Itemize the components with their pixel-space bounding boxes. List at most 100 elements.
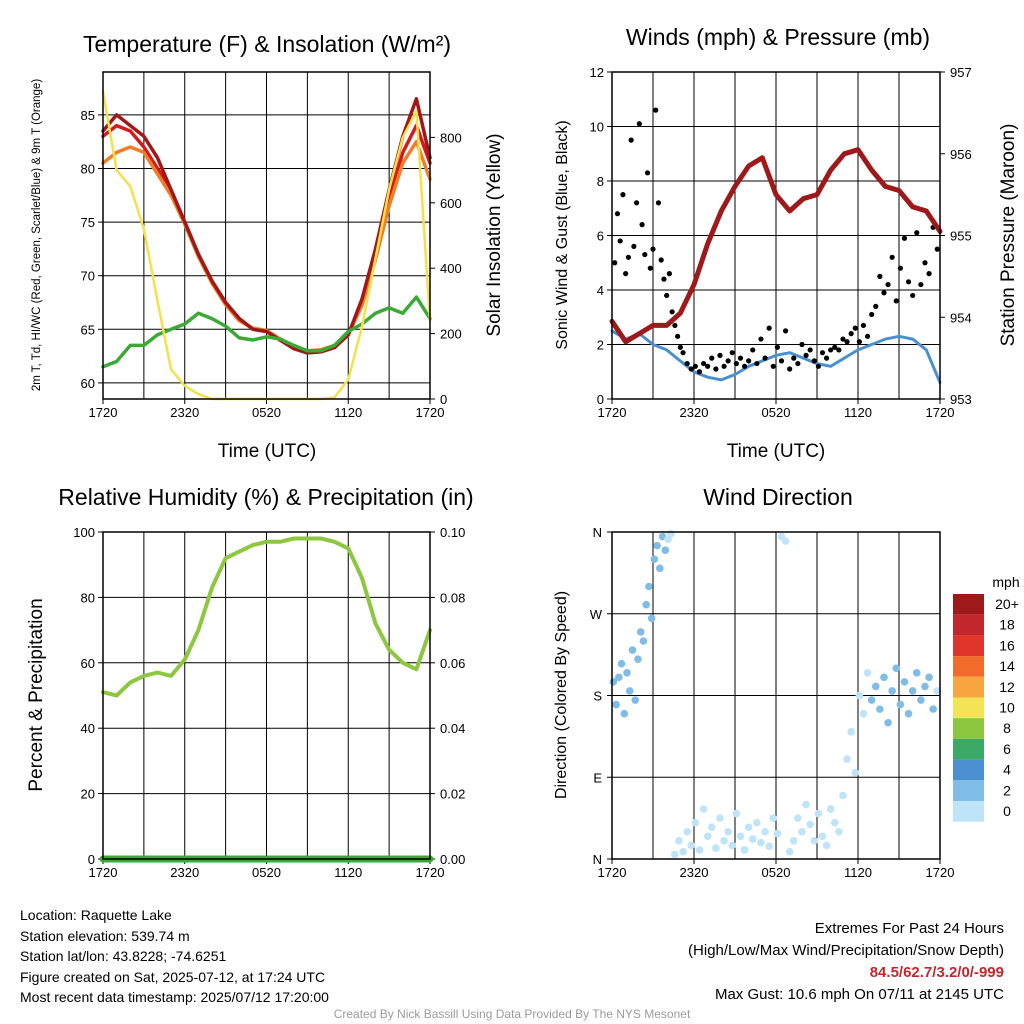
gust-point <box>725 358 731 364</box>
direction-point <box>929 705 937 713</box>
direction-point <box>806 820 814 829</box>
direction-point <box>645 582 653 591</box>
gust-point <box>675 333 681 339</box>
legend-label: 8 <box>1003 720 1011 736</box>
direction-point <box>843 755 851 763</box>
gust-point <box>717 352 723 358</box>
direction-point <box>908 687 917 695</box>
y-tick-label-right: 955 <box>950 229 972 244</box>
gust-point <box>905 279 912 285</box>
gust-point <box>612 260 618 266</box>
direction-point <box>703 832 712 841</box>
y-tick-label: 85 <box>81 108 95 123</box>
x-tick-label: 2320 <box>680 405 709 420</box>
chart-title: Wind Direction <box>703 484 853 510</box>
x-tick-label: 1720 <box>89 405 118 420</box>
y-tick-label: N <box>593 852 602 867</box>
gust-point <box>844 339 850 345</box>
gust-point <box>828 347 834 353</box>
gust-point <box>733 360 739 367</box>
direction-point <box>650 555 659 564</box>
gust-point <box>655 200 662 206</box>
direction-point <box>647 614 656 623</box>
gust-point <box>666 271 673 277</box>
legend-label: 20+ <box>995 596 1019 612</box>
gust-point <box>807 347 813 353</box>
direction-point <box>671 850 679 859</box>
direction-point <box>867 696 876 704</box>
y-tick-label-right: 800 <box>440 130 462 145</box>
gust-point <box>918 281 924 288</box>
direction-point <box>748 835 757 843</box>
direction-point <box>933 687 942 695</box>
gust-point <box>684 360 690 367</box>
direction-point <box>612 700 620 709</box>
direction-point <box>810 837 819 845</box>
x-tick-label: 1120 <box>844 405 872 420</box>
y-axis-label: 2m T, Td, HI/WC (Red, Green, Scarlet/Blu… <box>31 79 43 391</box>
plot-frame <box>102 71 431 400</box>
direction-point <box>871 682 880 691</box>
direction-point <box>789 837 798 845</box>
gust-point <box>696 369 703 375</box>
direction-point <box>736 832 745 841</box>
x-tick-label: 1720 <box>416 405 445 420</box>
gust-point <box>614 211 621 217</box>
series-line <box>101 295 432 369</box>
latlon-text: Station lat/lon: 43.8228; -74.6251 <box>20 948 227 964</box>
gust-point <box>856 339 862 345</box>
direction-point <box>623 668 631 677</box>
gust-point <box>864 333 871 339</box>
gust-point <box>815 363 821 369</box>
series-line <box>101 97 432 355</box>
direction-point <box>904 709 913 718</box>
direction-point <box>839 791 847 800</box>
direction-point <box>888 687 896 695</box>
gust-point <box>823 355 830 361</box>
y-tick-label: 0 <box>597 392 604 407</box>
gust-point <box>664 292 670 299</box>
elevation-text: Station elevation: 539.74 m <box>20 927 190 944</box>
gust-point <box>910 292 916 299</box>
direction-point <box>802 800 810 809</box>
x-tick-label: 1720 <box>416 865 445 880</box>
y-tick-label-right: 956 <box>950 147 972 162</box>
direction-point <box>695 846 704 854</box>
y-axis-label: Percent & Precipitation <box>26 598 47 791</box>
gust-point <box>762 355 768 361</box>
gust-point <box>922 260 928 266</box>
y-tick-label: 6 <box>597 229 604 244</box>
direction-point <box>765 842 773 851</box>
y-tick-label-right: 0.04 <box>440 721 465 736</box>
direction-point <box>773 829 782 838</box>
extremes-values: 84.5/62.7/3.2/0/-999 <box>869 964 1004 981</box>
direction-point <box>724 827 732 836</box>
direction-point <box>785 847 794 856</box>
extremes-title: Extremes For Past 24 Hours <box>814 920 1004 937</box>
gust-point <box>680 350 686 356</box>
gust-point <box>677 344 683 350</box>
direction-point <box>712 844 720 852</box>
gust-point <box>713 366 719 372</box>
legend-label: 18 <box>999 617 1015 633</box>
legend-swatch <box>953 759 984 781</box>
x-tick-label: 0520 <box>252 865 281 880</box>
y-tick-label: 8 <box>597 174 604 189</box>
gust-point <box>819 350 826 356</box>
extremes-panel: Extremes For Past 24 Hours (High/Low/Max… <box>688 918 1004 1006</box>
direction-point <box>781 537 790 545</box>
gust-point <box>692 363 698 369</box>
gust-point <box>625 254 632 260</box>
legend-title: mph <box>992 574 1019 590</box>
direction-point <box>615 673 623 682</box>
y-tick-label: W <box>590 607 603 622</box>
direction-point <box>876 705 884 713</box>
gust-point <box>889 254 895 260</box>
y-tick-label-right: 953 <box>950 392 972 407</box>
direction-point <box>835 827 843 836</box>
direction-point <box>884 718 892 727</box>
gust-point <box>631 243 637 249</box>
gust-point <box>634 200 640 206</box>
plot-frame <box>102 531 431 860</box>
